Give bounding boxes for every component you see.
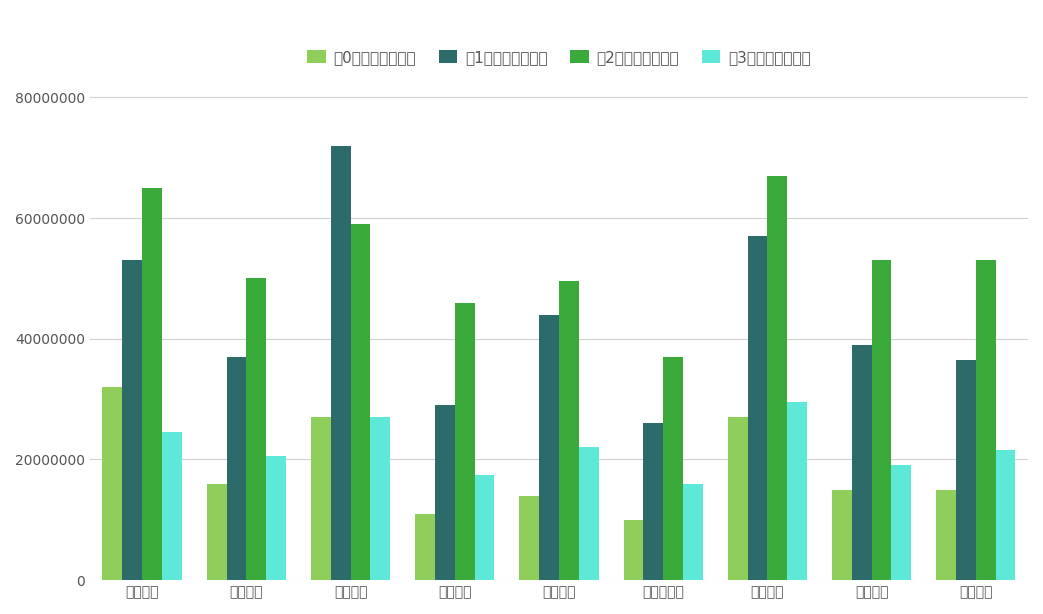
Bar: [976, 260, 996, 580]
Bar: [475, 475, 494, 580]
Bar: [579, 448, 599, 580]
Bar: [519, 495, 539, 580]
Bar: [683, 484, 703, 580]
Bar: [142, 188, 162, 580]
Bar: [266, 456, 286, 580]
Bar: [787, 402, 807, 580]
Bar: [996, 451, 1016, 580]
Bar: [539, 314, 559, 580]
Bar: [559, 281, 579, 580]
Bar: [624, 520, 644, 580]
Bar: [644, 423, 663, 580]
Bar: [832, 489, 852, 580]
Bar: [350, 224, 370, 580]
Bar: [415, 514, 435, 580]
Bar: [768, 176, 787, 580]
Bar: [311, 418, 331, 580]
Bar: [748, 236, 768, 580]
Bar: [728, 418, 748, 580]
Bar: [663, 357, 683, 580]
Bar: [331, 146, 350, 580]
Legend: 第0回平均ボーダー, 第1回平均ボーダー, 第2回平均ボーダー, 第3回平均ボーダー: 第0回平均ボーダー, 第1回平均ボーダー, 第2回平均ボーダー, 第3回平均ボー…: [301, 44, 817, 71]
Bar: [435, 405, 455, 580]
Bar: [207, 484, 226, 580]
Bar: [162, 432, 181, 580]
Bar: [370, 418, 390, 580]
Bar: [872, 260, 892, 580]
Bar: [852, 345, 872, 580]
Bar: [892, 465, 912, 580]
Bar: [455, 303, 475, 580]
Bar: [226, 357, 246, 580]
Bar: [246, 278, 266, 580]
Bar: [122, 260, 142, 580]
Bar: [102, 387, 122, 580]
Bar: [937, 489, 956, 580]
Bar: [956, 360, 976, 580]
